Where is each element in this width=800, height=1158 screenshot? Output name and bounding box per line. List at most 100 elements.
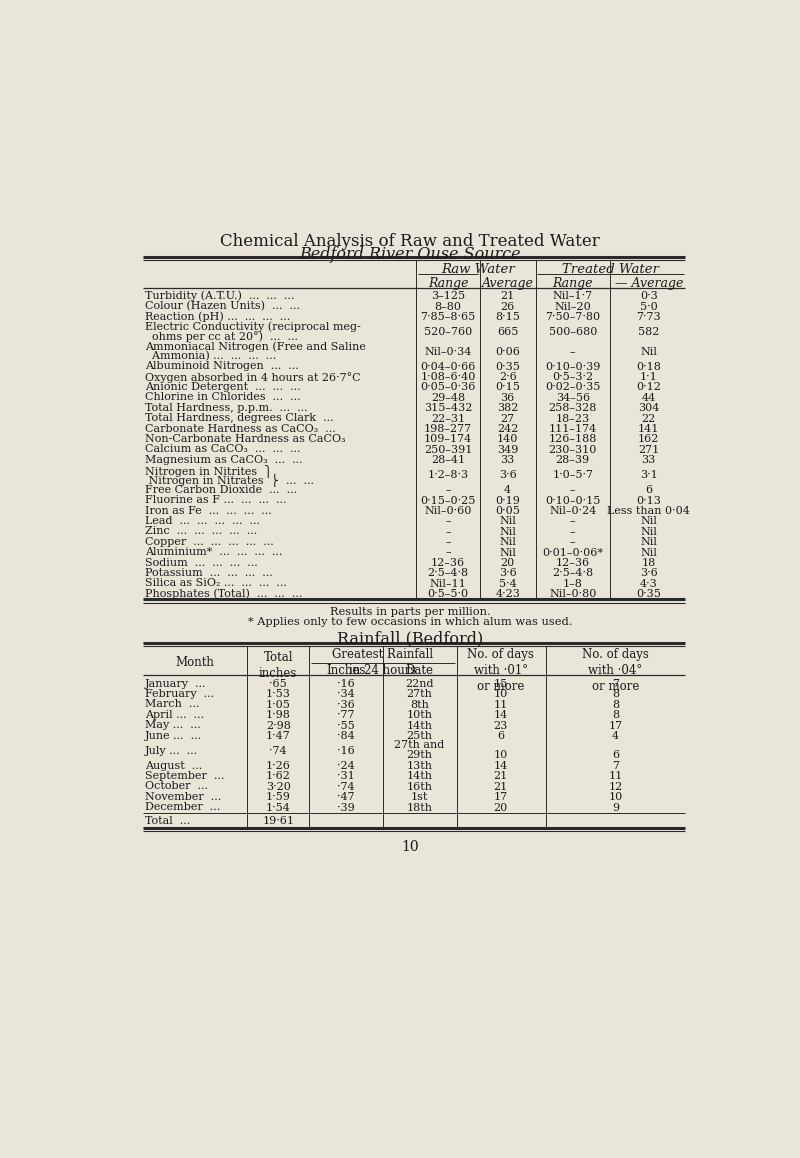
Text: Ammonia) ...  ...  ...  ...: Ammonia) ... ... ... ... xyxy=(145,351,276,361)
Text: 4: 4 xyxy=(504,485,511,496)
Text: 2·6: 2·6 xyxy=(498,372,517,382)
Text: 2·98: 2·98 xyxy=(266,720,290,731)
Text: 11: 11 xyxy=(608,771,622,782)
Text: 6: 6 xyxy=(612,750,619,760)
Text: Fluorine as F ...  ...  ...  ...: Fluorine as F ... ... ... ... xyxy=(145,496,286,505)
Text: Chlorine in Chlorides  ...  ...: Chlorine in Chlorides ... ... xyxy=(145,393,301,403)
Text: 25th: 25th xyxy=(406,731,432,741)
Text: Less than 0·04: Less than 0·04 xyxy=(607,506,690,516)
Text: 18: 18 xyxy=(642,558,656,569)
Text: February  ...: February ... xyxy=(145,689,214,699)
Text: –: – xyxy=(445,527,450,537)
Text: 12–36: 12–36 xyxy=(431,558,465,569)
Text: 3·6: 3·6 xyxy=(498,470,517,481)
Text: 7·50–7·80: 7·50–7·80 xyxy=(545,312,600,322)
Text: Nil–0·80: Nil–0·80 xyxy=(549,589,597,599)
Text: 27th: 27th xyxy=(406,689,432,699)
Text: 7·85–8·65: 7·85–8·65 xyxy=(420,312,475,322)
Text: 27th and: 27th and xyxy=(394,740,445,750)
Text: Copper  ...  ...  ...  ...  ...: Copper ... ... ... ... ... xyxy=(145,537,274,547)
Text: 4·23: 4·23 xyxy=(495,589,520,599)
Text: Sodium  ...  ...  ...  ...: Sodium ... ... ... ... xyxy=(145,558,258,567)
Text: 271: 271 xyxy=(638,445,659,455)
Text: 304: 304 xyxy=(638,403,659,413)
Text: 500–680: 500–680 xyxy=(549,327,597,337)
Text: 4·3: 4·3 xyxy=(640,579,658,588)
Text: 8: 8 xyxy=(612,710,619,720)
Text: 2·5–4·8: 2·5–4·8 xyxy=(552,569,594,579)
Text: 250–391: 250–391 xyxy=(424,445,472,455)
Text: 0·02–0·35: 0·02–0·35 xyxy=(545,382,601,393)
Text: Potassium  ...  ...  ...  ...: Potassium ... ... ... ... xyxy=(145,569,273,578)
Text: Total
inches: Total inches xyxy=(259,651,298,680)
Text: 111–174: 111–174 xyxy=(549,424,597,434)
Text: 141: 141 xyxy=(638,424,659,434)
Text: 242: 242 xyxy=(497,424,518,434)
Text: * Applies only to few occasions in which alum was used.: * Applies only to few occasions in which… xyxy=(248,617,572,628)
Text: 10: 10 xyxy=(608,792,622,802)
Text: 1·53: 1·53 xyxy=(266,689,290,699)
Text: –: – xyxy=(570,537,575,548)
Text: 22–31: 22–31 xyxy=(431,413,465,424)
Text: — Average: — Average xyxy=(614,277,683,290)
Text: 520–760: 520–760 xyxy=(424,327,472,337)
Text: –: – xyxy=(445,548,450,558)
Text: 27: 27 xyxy=(501,413,514,424)
Text: 0·35: 0·35 xyxy=(636,589,661,599)
Text: 29th: 29th xyxy=(406,750,432,760)
Text: 7·73: 7·73 xyxy=(636,312,661,322)
Text: 1·59: 1·59 xyxy=(266,792,290,802)
Text: 7: 7 xyxy=(612,679,619,689)
Text: 17: 17 xyxy=(494,792,508,802)
Text: 0·19: 0·19 xyxy=(495,496,520,506)
Text: 15: 15 xyxy=(494,679,508,689)
Text: April ...  ...: April ... ... xyxy=(145,710,204,720)
Text: 14th: 14th xyxy=(406,720,432,731)
Text: 21: 21 xyxy=(501,291,514,301)
Text: Carbonate Hardness as CaCO₃  ...: Carbonate Hardness as CaCO₃ ... xyxy=(145,424,336,433)
Text: ·47: ·47 xyxy=(337,792,354,802)
Text: 6: 6 xyxy=(497,731,504,741)
Text: Turbidity (A.T.U.)  ...  ...  ...: Turbidity (A.T.U.) ... ... ... xyxy=(145,291,294,301)
Text: No. of days
with ·04°
or more: No. of days with ·04° or more xyxy=(582,648,649,692)
Text: Lead  ...  ...  ...  ...  ...: Lead ... ... ... ... ... xyxy=(145,516,260,526)
Text: –: – xyxy=(570,527,575,537)
Text: 29–48: 29–48 xyxy=(431,393,465,403)
Text: 16th: 16th xyxy=(406,782,432,792)
Text: Greatest Rainfall
in 24 hours: Greatest Rainfall in 24 hours xyxy=(332,648,433,677)
Text: 140: 140 xyxy=(497,434,518,445)
Text: Range: Range xyxy=(428,277,468,290)
Text: 1·54: 1·54 xyxy=(266,802,290,813)
Text: Nil–11: Nil–11 xyxy=(430,579,466,588)
Text: 1·26: 1·26 xyxy=(266,761,290,771)
Text: ·77: ·77 xyxy=(337,710,354,720)
Text: 349: 349 xyxy=(497,445,518,455)
Text: 0·5–3·2: 0·5–3·2 xyxy=(552,372,594,382)
Text: 33: 33 xyxy=(642,455,656,466)
Text: 109–174: 109–174 xyxy=(424,434,472,445)
Text: 1st: 1st xyxy=(410,792,428,802)
Text: 162: 162 xyxy=(638,434,659,445)
Text: 3·1: 3·1 xyxy=(640,470,658,481)
Text: Nil: Nil xyxy=(640,548,657,558)
Text: –: – xyxy=(570,516,575,527)
Text: Reaction (pH) ...  ...  ...  ...: Reaction (pH) ... ... ... ... xyxy=(145,312,290,322)
Text: ·39: ·39 xyxy=(337,802,354,813)
Text: July ...  ...: July ... ... xyxy=(145,746,198,755)
Text: 10th: 10th xyxy=(406,710,432,720)
Text: 13th: 13th xyxy=(406,761,432,771)
Text: –: – xyxy=(445,537,450,548)
Text: Total Hardness, p.p.m.  ...  ...: Total Hardness, p.p.m. ... ... xyxy=(145,403,307,413)
Text: 19·61: 19·61 xyxy=(262,815,294,826)
Text: Nil: Nil xyxy=(499,548,516,558)
Text: 315–432: 315–432 xyxy=(424,403,472,413)
Text: 10: 10 xyxy=(494,689,508,699)
Text: 1·05: 1·05 xyxy=(266,699,290,710)
Text: 0·06: 0·06 xyxy=(495,346,520,357)
Text: June ...  ...: June ... ... xyxy=(145,731,202,740)
Text: Nil: Nil xyxy=(640,537,657,548)
Text: Phosphates (Total)  ...  ...  ...: Phosphates (Total) ... ... ... xyxy=(145,588,302,600)
Text: ·16: ·16 xyxy=(337,679,354,689)
Text: March  ...: March ... xyxy=(145,699,199,710)
Text: ·16: ·16 xyxy=(337,746,354,756)
